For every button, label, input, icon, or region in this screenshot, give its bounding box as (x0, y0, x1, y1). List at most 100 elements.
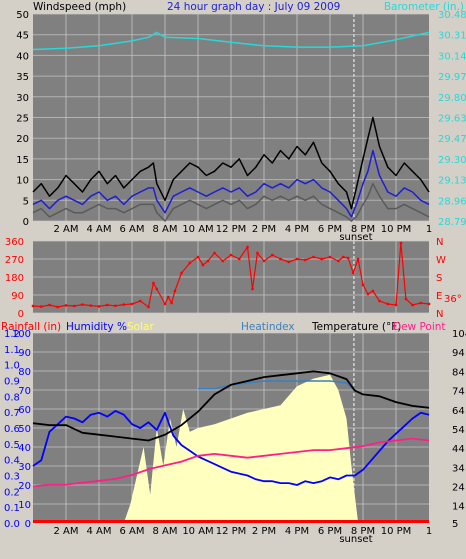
legend-temperature: Temperature (°F) (311, 321, 401, 333)
direction-point (356, 257, 360, 261)
temperature-time-label: 4 AM (86, 526, 111, 537)
temperature-time-label: 4 PM (285, 526, 309, 537)
temperature-time-label: 1 (426, 526, 432, 537)
barometer-tick-label: 30.31 (438, 31, 466, 42)
wind-tick-label: 45 (16, 31, 29, 42)
wind-time-label: 1 (426, 224, 432, 235)
direction-point (378, 299, 381, 303)
rain-tick-label: 0.1 (4, 503, 20, 514)
direction-point (81, 303, 84, 306)
direction-point (40, 305, 43, 308)
direction-point (56, 305, 59, 309)
temperature-time-label: 12 PM (216, 526, 247, 537)
wind-tick-label: 0 (23, 217, 29, 228)
rain-tick-label: 0.0 (4, 519, 20, 530)
direction-point (188, 261, 191, 265)
graph-title: 24 hour graph day : July 09 2009 (167, 1, 340, 13)
direction-point (411, 303, 414, 307)
chart-marks (31, 31, 431, 523)
direction-point (229, 253, 233, 257)
direction-point (419, 301, 422, 305)
direction-point (328, 255, 332, 259)
temperature-tick-label: 54 (452, 425, 465, 436)
direction-point (271, 253, 274, 257)
humidity-tick-label: 90 (18, 348, 31, 359)
direction-point (97, 305, 101, 308)
temperature-sunset-label: sunset (339, 534, 372, 545)
temperature-line (32, 370, 430, 442)
barometer-tick-label: 29.30 (438, 155, 466, 166)
barometer-tick-label: 29.97 (438, 72, 466, 83)
direction-point (167, 295, 170, 299)
barometer-axis-title: Barometer (in.) (384, 1, 464, 13)
legend-humidity: Humidity % (66, 321, 127, 333)
direction-point (256, 251, 259, 255)
temperature-time-label: 10 PM (381, 526, 412, 537)
direction-line (32, 242, 430, 308)
direction-point (427, 302, 431, 306)
direction-point (366, 292, 370, 296)
humidity-tick-label: 60 (18, 405, 31, 416)
rainfall-bar (33, 520, 429, 523)
gridlines (33, 13, 429, 524)
wind-time-label: 6 AM (119, 224, 144, 235)
barometer-tick-label: 29.63 (438, 114, 466, 125)
rain-tick-label: 0.2 (4, 487, 20, 498)
direction-point (246, 245, 249, 249)
direction-tick-label: 90 (11, 291, 24, 302)
direction-point (295, 257, 299, 261)
direction-point (346, 256, 350, 260)
rain-tick-label: 0.9 (4, 377, 20, 388)
barometer-line (32, 31, 430, 51)
solar-area (33, 374, 429, 523)
wind-tick-label: 30 (16, 93, 29, 104)
barometer-tick-label: 28.96 (438, 196, 466, 207)
wind-tick-label: 20 (16, 134, 29, 145)
barometer-tick-label: 28.79 (438, 217, 466, 228)
temperature-tick-label: 74 (452, 387, 465, 398)
wind-tick-label: 35 (16, 72, 29, 83)
direction-point (139, 299, 142, 303)
direction-point (170, 301, 173, 305)
direction-point (361, 283, 365, 287)
rain-tick-label: 0.5 (4, 440, 20, 451)
direction-point (371, 289, 375, 293)
direction-point (31, 304, 35, 308)
wind-time-label: 10 PM (381, 224, 412, 235)
compass-tick-label: W (436, 255, 446, 266)
direction-point (73, 304, 76, 308)
direction-point (279, 257, 282, 261)
direction-point (221, 259, 224, 263)
temperature-time-label: 6 AM (119, 526, 144, 537)
wind-time-label: 12 PM (216, 224, 247, 235)
direction-point (64, 304, 68, 307)
legend-solar: Solar (127, 321, 154, 333)
wind-time-label: 2 PM (252, 224, 276, 235)
legend-dewpoint: Dew Point (393, 321, 446, 333)
temperature-time-label: 8 AM (152, 526, 177, 537)
direction-point (262, 259, 266, 263)
wind-sunset-label: sunset (339, 232, 372, 243)
direction-point (201, 263, 205, 267)
compass-tick-label: N (436, 237, 443, 248)
wind-tick-label: 10 (16, 176, 29, 187)
rain-tick-label: 0.3 (4, 472, 20, 483)
temperature-tick-label: 5 (452, 519, 458, 530)
humidity-line (32, 409, 430, 486)
direction-tick-label: 0 (18, 309, 24, 320)
rain-tick-label: 1.0 (4, 361, 20, 372)
temperature-tick-label: 104 (452, 329, 466, 340)
direction-point (312, 255, 315, 259)
direction-point (304, 258, 307, 262)
direction-point (122, 303, 125, 306)
barometer-tick-label: 30.48 (438, 10, 466, 21)
temperature-tick-label: 14 (452, 502, 465, 513)
direction-point (152, 281, 155, 285)
direction-point (337, 259, 340, 263)
wind-tick-label: 50 (16, 10, 29, 21)
direction-point (106, 303, 109, 307)
compass-tick-label: N (436, 309, 443, 320)
wind-tick-label: 15 (16, 155, 29, 166)
direction-point (173, 289, 177, 293)
